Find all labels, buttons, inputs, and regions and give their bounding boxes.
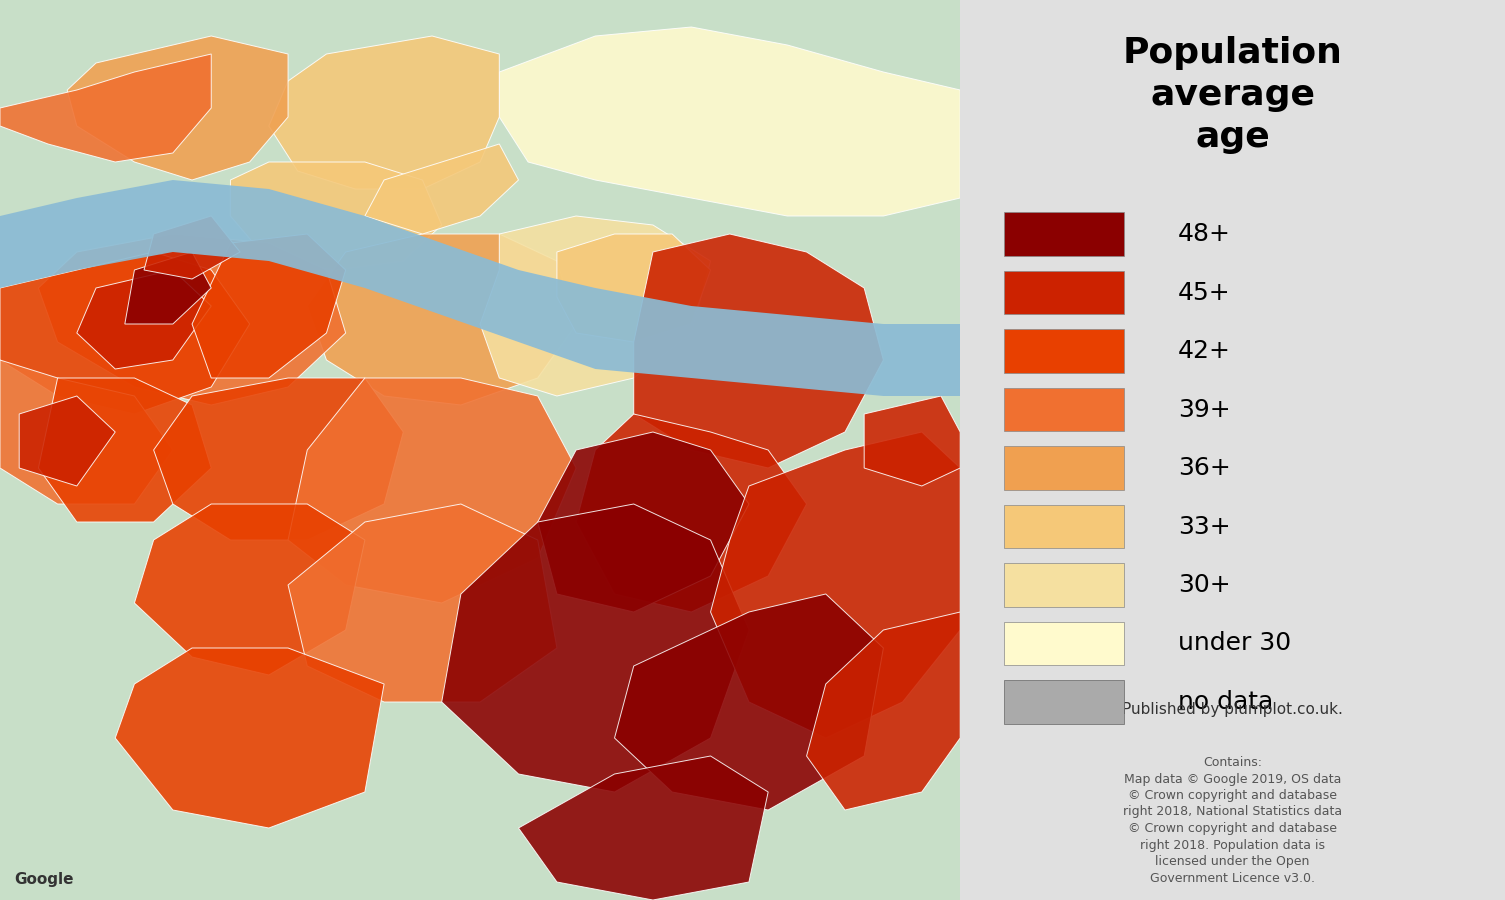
Polygon shape (287, 378, 576, 603)
Polygon shape (500, 27, 960, 216)
Text: 30+: 30+ (1178, 573, 1231, 597)
Text: Population
average
age: Population average age (1123, 36, 1342, 154)
Text: Contains:
Map data © Google 2019, OS data
© Crown copyright and database
right 2: Contains: Map data © Google 2019, OS dat… (1123, 756, 1342, 885)
Text: 36+: 36+ (1178, 456, 1231, 480)
Text: no data: no data (1178, 690, 1273, 714)
Polygon shape (576, 414, 807, 612)
Text: 42+: 42+ (1178, 339, 1231, 363)
Polygon shape (307, 234, 576, 405)
Polygon shape (710, 432, 960, 738)
Bar (1004, 563, 1124, 607)
Text: Google: Google (15, 872, 74, 886)
Bar (1004, 446, 1124, 490)
Text: 33+: 33+ (1178, 515, 1231, 538)
Bar (1004, 271, 1124, 314)
Polygon shape (144, 216, 241, 279)
Bar (1004, 212, 1124, 256)
Polygon shape (0, 54, 211, 162)
Polygon shape (634, 234, 883, 468)
Polygon shape (134, 504, 364, 675)
Bar (1004, 622, 1124, 665)
Text: 48+: 48+ (1178, 222, 1231, 246)
Polygon shape (125, 252, 211, 324)
Bar (1004, 329, 1124, 373)
Polygon shape (287, 504, 557, 702)
Polygon shape (0, 360, 173, 504)
Polygon shape (39, 378, 211, 522)
Bar (1004, 680, 1124, 724)
Polygon shape (807, 612, 960, 810)
Text: Published by plumplot.co.uk.: Published by plumplot.co.uk. (1123, 702, 1342, 717)
Bar (1004, 388, 1124, 431)
Polygon shape (193, 234, 346, 378)
Polygon shape (77, 270, 211, 369)
Text: under 30: under 30 (1178, 632, 1291, 655)
Polygon shape (20, 396, 116, 486)
Text: 39+: 39+ (1178, 398, 1231, 421)
Polygon shape (441, 504, 749, 792)
Polygon shape (864, 396, 960, 486)
Polygon shape (116, 648, 384, 828)
Polygon shape (154, 378, 403, 540)
Polygon shape (614, 594, 883, 810)
Polygon shape (557, 234, 710, 342)
Polygon shape (537, 432, 749, 612)
Polygon shape (0, 180, 960, 396)
Bar (1004, 505, 1124, 548)
Text: 45+: 45+ (1178, 281, 1231, 304)
Polygon shape (0, 252, 250, 414)
Polygon shape (68, 36, 287, 180)
Polygon shape (230, 162, 441, 270)
Polygon shape (269, 36, 500, 189)
Polygon shape (364, 144, 519, 234)
Polygon shape (480, 216, 710, 396)
Polygon shape (519, 756, 768, 900)
Polygon shape (39, 234, 346, 405)
